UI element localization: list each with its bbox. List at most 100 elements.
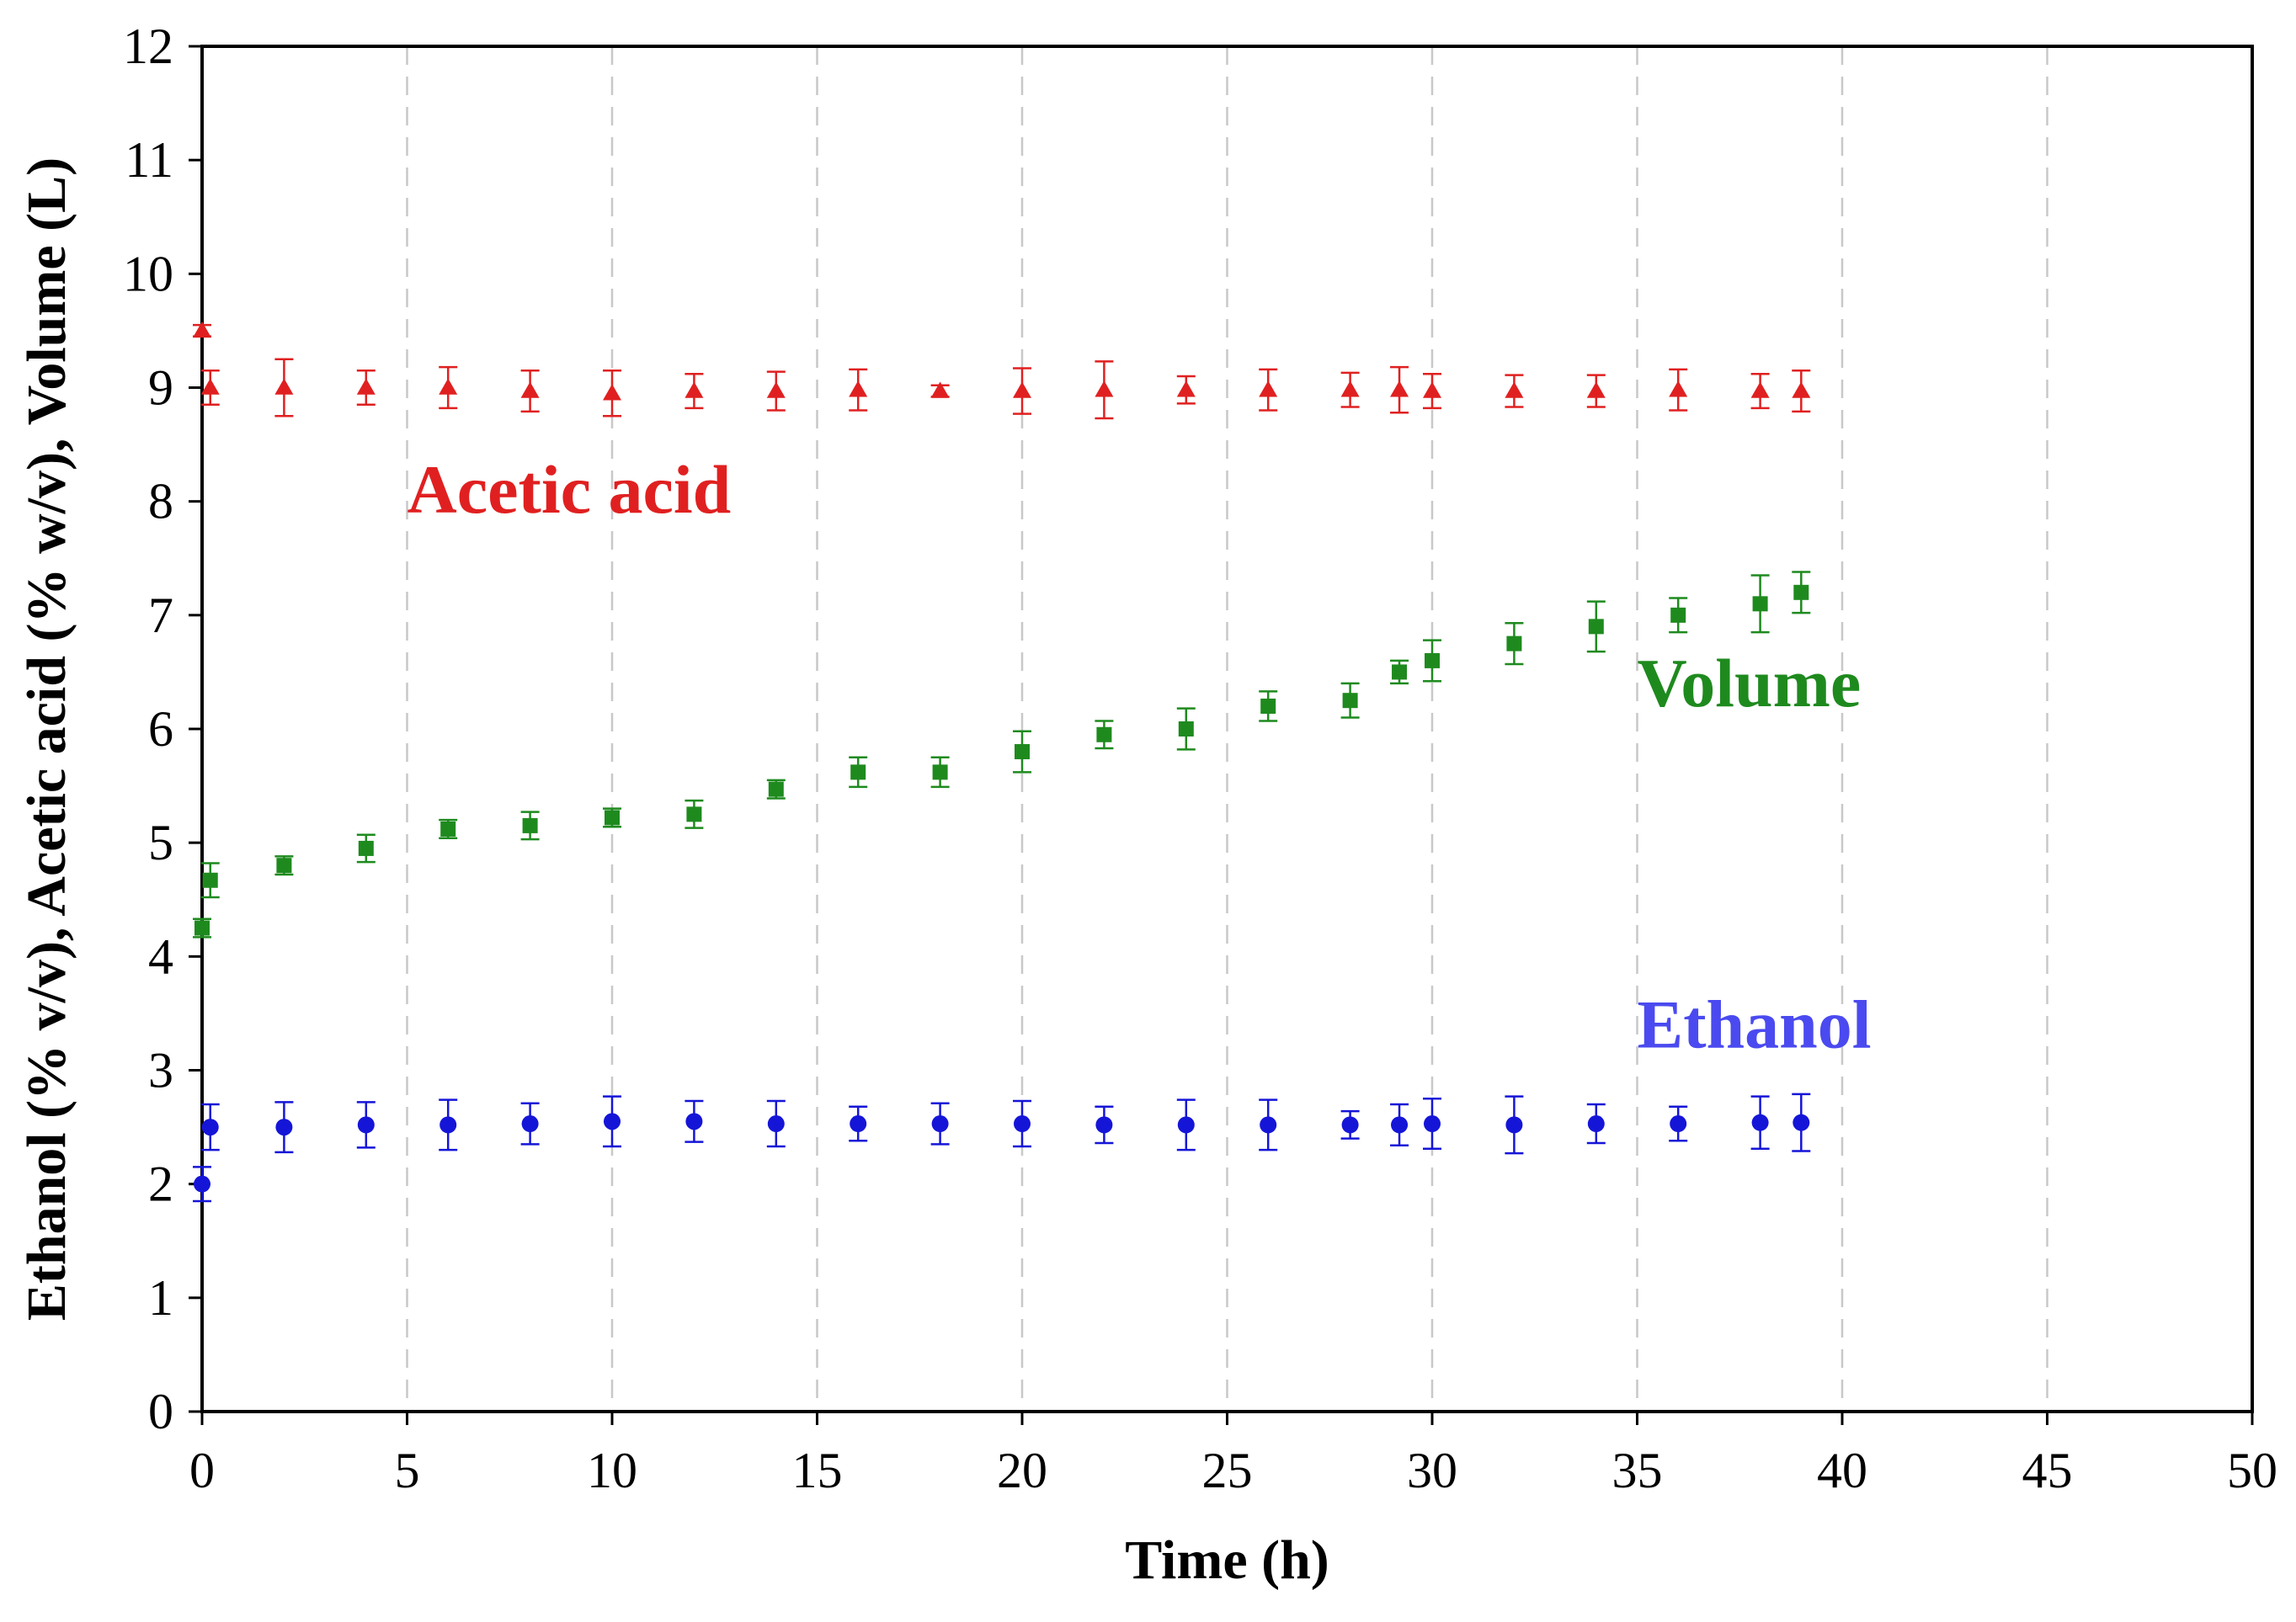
data-point	[1342, 693, 1358, 709]
data-point	[356, 378, 376, 395]
data-point	[1670, 607, 1686, 623]
series-layer	[193, 321, 1811, 1203]
x-tick-label-35: 35	[1612, 1443, 1663, 1498]
data-point	[1506, 636, 1522, 651]
data-point	[605, 810, 620, 826]
x-tick-label-15: 15	[792, 1443, 843, 1498]
data-point	[603, 384, 621, 401]
data-point	[685, 381, 704, 398]
x-tick-label-30: 30	[1407, 1443, 1457, 1498]
gridlines	[406, 46, 2048, 1412]
x-tick-label-0: 0	[189, 1443, 215, 1498]
y-tick-label-4: 4	[148, 928, 173, 984]
data-point	[1793, 584, 1809, 600]
data-point	[1014, 1115, 1031, 1133]
data-point	[767, 1115, 785, 1133]
data-point	[932, 764, 948, 780]
data-point	[275, 1119, 293, 1136]
data-point	[1752, 596, 1768, 612]
y-axis-title: Ethanol (% v/v), Acetic acid (% w/v), Vo…	[16, 157, 77, 1321]
y-tick-label-11: 11	[125, 132, 173, 188]
data-point	[850, 1115, 867, 1133]
x-tick-label-20: 20	[997, 1443, 1047, 1498]
data-point	[1670, 1115, 1687, 1133]
y-tick-label-8: 8	[148, 474, 173, 529]
y-tick-label-10: 10	[123, 246, 173, 301]
data-point	[1793, 1114, 1810, 1131]
data-point	[520, 381, 540, 398]
x-tick-label-25: 25	[1202, 1443, 1253, 1498]
data-point	[604, 1113, 621, 1130]
y-tick-label-12: 12	[123, 19, 173, 74]
series-ethanol	[193, 1093, 1811, 1203]
y-tick-label-2: 2	[148, 1157, 173, 1212]
series-label-volume: Volume	[1638, 645, 1862, 721]
y-tick-label-7: 7	[148, 588, 173, 643]
data-point	[193, 321, 211, 338]
x-tick-label-40: 40	[1817, 1443, 1867, 1498]
series-label-acetic-acid: Acetic acid	[408, 451, 732, 528]
data-point	[766, 381, 786, 398]
data-point	[274, 378, 294, 395]
data-point	[768, 781, 784, 797]
x-tick-label-45: 45	[2022, 1443, 2073, 1498]
data-point	[1341, 1116, 1359, 1134]
y-tick-label-6: 6	[148, 701, 173, 757]
data-point	[1505, 1116, 1523, 1134]
data-point	[1390, 380, 1409, 397]
data-point	[201, 1119, 219, 1136]
data-point	[1178, 721, 1194, 737]
data-point	[358, 840, 374, 856]
data-point	[686, 806, 702, 822]
data-point	[1423, 381, 1441, 398]
series-acetic-acid	[193, 321, 1811, 420]
data-point	[1588, 619, 1604, 635]
data-point	[1391, 1116, 1409, 1134]
data-point	[439, 378, 458, 395]
data-point	[1013, 381, 1031, 398]
data-point	[200, 378, 220, 395]
data-point	[1587, 1115, 1605, 1133]
data-point	[1095, 1116, 1113, 1134]
data-point	[521, 1115, 539, 1133]
data-point	[1015, 744, 1030, 760]
data-point	[1177, 1116, 1195, 1134]
data-point	[522, 817, 538, 833]
data-point	[1751, 1114, 1769, 1131]
data-point	[1505, 381, 1524, 398]
series-label-ethanol: Ethanol	[1638, 986, 1872, 1062]
data-point	[357, 1116, 375, 1134]
data-point	[1340, 380, 1360, 397]
y-tick-label-1: 1	[148, 1270, 173, 1326]
data-point	[194, 920, 210, 936]
x-axis-title: Time (h)	[1125, 1529, 1329, 1591]
data-point	[276, 858, 292, 874]
data-point	[1792, 381, 1811, 398]
data-point	[439, 1116, 457, 1134]
x-tick-label-10: 10	[587, 1443, 637, 1498]
data-point	[1424, 1115, 1441, 1133]
data-point	[1259, 380, 1278, 397]
y-tick-label-3: 3	[148, 1043, 173, 1098]
y-tick-label-9: 9	[148, 360, 173, 416]
x-tick-label-50: 50	[2227, 1443, 2277, 1498]
data-point	[1750, 381, 1770, 398]
data-point	[1260, 1116, 1277, 1134]
data-point	[1392, 664, 1408, 680]
data-point	[440, 821, 456, 837]
data-point	[685, 1113, 703, 1130]
data-point	[1586, 381, 1606, 398]
data-point	[202, 872, 218, 888]
x-tick-label-5: 5	[395, 1443, 420, 1498]
data-point	[1669, 380, 1688, 397]
data-point	[849, 380, 868, 397]
data-point	[1425, 652, 1440, 668]
data-point	[1176, 380, 1196, 397]
data-point	[1096, 726, 1112, 742]
data-point	[850, 764, 866, 780]
data-point	[194, 1175, 210, 1193]
y-tick-label-5: 5	[148, 815, 173, 870]
